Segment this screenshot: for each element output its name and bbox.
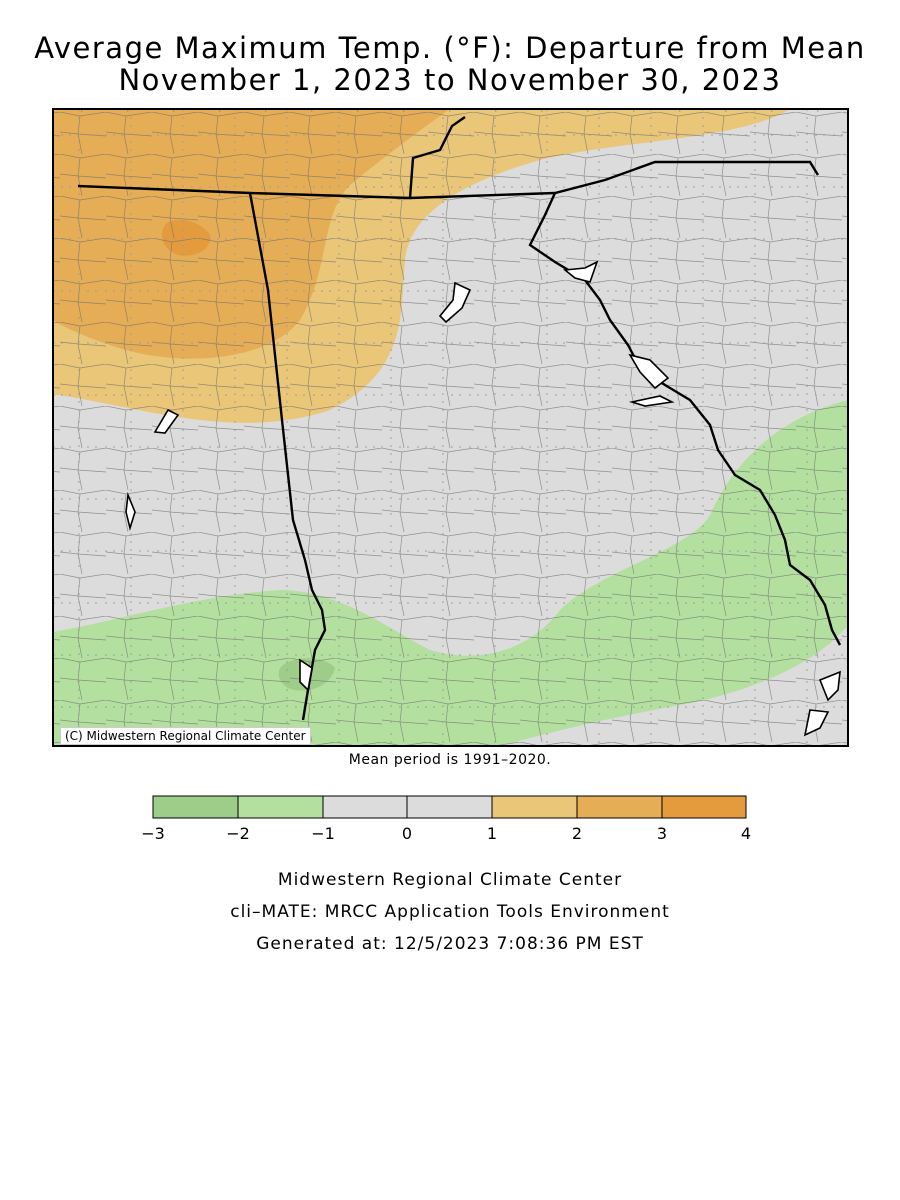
footer-generated-time: Generated at: 12/5/2023 7:08:36 PM EST — [256, 934, 644, 954]
legend-bin-1-2 — [491, 795, 578, 819]
map-title: Average Maximum Temp. (°F): Departure fr… — [34, 31, 866, 65]
legend-bin-neg3-neg2 — [152, 795, 239, 819]
map-frame — [52, 108, 849, 747]
legend-bin-2-3 — [576, 795, 663, 819]
map-date-range: November 1, 2023 to November 30, 2023 — [118, 63, 782, 97]
legend-tick-label: −1 — [311, 824, 335, 843]
legend-tick-label: 0 — [401, 824, 413, 843]
water-features — [125, 260, 841, 737]
legend-tick-label: 4 — [740, 824, 752, 843]
legend-bin-3-4 — [661, 795, 747, 819]
legend-bin-neg1-0 — [322, 795, 408, 819]
footer-application: cli–MATE: MRCC Application Tools Environ… — [230, 902, 670, 922]
legend-tick-label: 1 — [486, 824, 498, 843]
copyright-credit: (C) Midwestern Regional Climate Center — [60, 727, 311, 745]
legend-tick-label: 3 — [656, 824, 668, 843]
map-area — [53, 109, 848, 746]
legend-bin-neg2-neg1 — [237, 795, 324, 819]
legend-tick-label: 2 — [571, 824, 583, 843]
legend-tick-label: −2 — [226, 824, 250, 843]
legend-tick-label: −3 — [141, 824, 165, 843]
color-legend — [152, 795, 747, 819]
footer-organization: Midwestern Regional Climate Center — [277, 870, 623, 890]
legend-bin-0-1 — [406, 795, 493, 819]
mean-period-note: Mean period is 1991–2020. — [348, 752, 552, 768]
lat-lon-grid — [53, 109, 848, 746]
